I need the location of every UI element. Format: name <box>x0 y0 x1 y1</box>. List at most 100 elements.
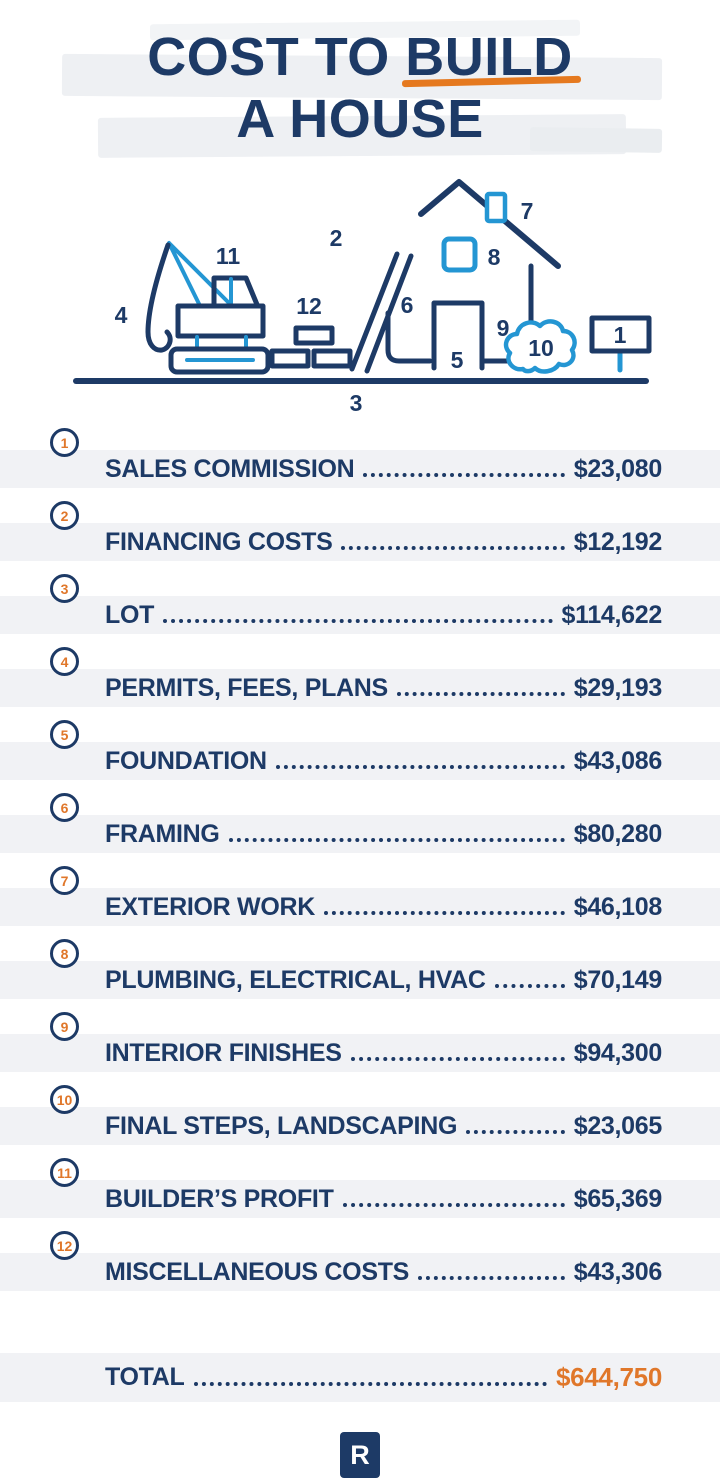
row-number-badge: 6 <box>50 793 79 822</box>
cost-row-interior-finishes: 9 INTERIOR FINISHES $94,300 <box>0 1012 720 1072</box>
illustration-number-7: 7 <box>521 198 534 224</box>
cost-row-financing-costs: 2 FINANCING COSTS $12,192 <box>0 501 720 561</box>
house-icon <box>385 179 561 371</box>
sign-icon <box>589 315 652 373</box>
dot-leader <box>396 692 565 696</box>
row-number-badge: 2 <box>50 501 79 530</box>
row-number-badge: 8 <box>50 939 79 968</box>
total-row: TOTAL $644,750 <box>0 1353 720 1402</box>
illustration-number-2: 2 <box>330 225 343 251</box>
illustration-number-12: 12 <box>296 293 322 319</box>
badge-number: 1 <box>60 434 69 451</box>
illustration-number-10: 10 <box>528 335 554 361</box>
window-icon <box>441 236 478 273</box>
title-line2: A HOUSE <box>236 89 484 149</box>
row-value: $43,086 <box>573 746 663 775</box>
cost-row-framing: 6 FRAMING $80,280 <box>0 793 720 853</box>
cost-row-builders-profit: 11 BUILDER’S PROFIT $65,369 <box>0 1158 720 1218</box>
badge-number: 3 <box>60 580 69 597</box>
illustration-number-9: 9 <box>497 315 510 341</box>
row-label: INTERIOR FINISHES <box>105 1038 342 1067</box>
row-value: $46,108 <box>573 892 663 921</box>
badge-number: 6 <box>60 799 69 816</box>
cost-row-final-steps-landscaping: 10 FINAL STEPS, LANDSCAPING $23,065 <box>0 1085 720 1145</box>
dot-leader <box>363 473 565 477</box>
row-value: $23,080 <box>573 454 663 483</box>
ramsey-logo: R <box>340 1432 380 1478</box>
row-value: $12,192 <box>573 527 663 556</box>
row-label: BUILDER’S PROFIT <box>105 1184 334 1213</box>
dot-leader <box>193 1381 547 1386</box>
row-label: MISCELLANEOUS COSTS <box>105 1257 410 1286</box>
row-number-badge: 10 <box>50 1085 79 1114</box>
construction-site-illustration: 1 2 3 4 5 6 7 8 9 10 11 12 <box>73 179 652 416</box>
row-number-badge: 1 <box>50 428 79 457</box>
row-value: $80,280 <box>573 819 663 848</box>
dot-leader <box>418 1276 565 1280</box>
badge-number: 2 <box>60 507 69 524</box>
dot-leader <box>163 619 553 623</box>
row-number-badge: 4 <box>50 647 79 676</box>
total-label: TOTAL <box>105 1363 185 1391</box>
badge-number: 5 <box>60 726 69 743</box>
row-label: EXTERIOR WORK <box>105 892 315 921</box>
row-value: $70,149 <box>573 965 663 994</box>
bricks-icon <box>269 325 353 369</box>
illustration-number-6: 6 <box>401 292 414 318</box>
row-value: $43,306 <box>573 1257 663 1286</box>
row-label: LOT <box>105 600 155 629</box>
row-label: FOUNDATION <box>105 746 267 775</box>
title-line1-pre: COST TO <box>147 27 406 87</box>
row-label: PERMITS, FEES, PLANS <box>105 673 388 702</box>
badge-number: 9 <box>60 1018 69 1035</box>
crane-icon <box>145 241 271 375</box>
row-label: SALES COMMISSION <box>105 454 355 483</box>
door-icon <box>431 300 485 371</box>
illustration-number-1: 1 <box>614 322 627 348</box>
cost-row-foundation: 5 FOUNDATION $43,086 <box>0 720 720 780</box>
badge-number: 12 <box>56 1237 73 1254</box>
row-value: $65,369 <box>573 1184 663 1213</box>
footer: R <box>0 1432 720 1478</box>
chimney-icon <box>484 191 508 224</box>
badge-number: 8 <box>60 945 69 962</box>
cost-row-miscellaneous-costs: 12 MISCELLANEOUS COSTS $43,306 <box>0 1231 720 1291</box>
badge-number: 11 <box>57 1164 72 1181</box>
dot-leader <box>275 765 565 769</box>
row-number-badge: 11 <box>50 1158 79 1187</box>
dot-leader <box>494 984 565 988</box>
dot-leader <box>350 1057 565 1061</box>
row-number-badge: 9 <box>50 1012 79 1041</box>
illustration-number-5: 5 <box>451 347 464 373</box>
dot-leader <box>228 838 565 842</box>
dot-leader <box>466 1130 565 1134</box>
title-block: COST TO BUILD A HOUSE <box>0 0 720 170</box>
illustration-number-4: 4 <box>115 302 128 328</box>
cost-row-sales-commission: 1 SALES COMMISSION $23,080 <box>0 428 720 488</box>
row-label: FINAL STEPS, LANDSCAPING <box>105 1111 458 1140</box>
dot-leader <box>324 911 565 915</box>
illustration-number-3: 3 <box>350 390 363 416</box>
row-number-badge: 7 <box>50 866 79 895</box>
row-value: $114,622 <box>561 600 663 629</box>
row-number-badge: 5 <box>50 720 79 749</box>
row-value: $29,193 <box>573 673 663 702</box>
row-label: FRAMING <box>105 819 220 848</box>
badge-number: 10 <box>56 1091 73 1108</box>
bush-icon <box>503 319 577 374</box>
badge-number: 7 <box>60 872 69 889</box>
dot-leader <box>341 546 565 550</box>
cost-list: 1 SALES COMMISSION $23,080 2 FINANCING C… <box>0 428 720 1402</box>
row-number-badge: 12 <box>50 1231 79 1260</box>
illustration-number-8: 8 <box>488 244 501 270</box>
illustration-number-11: 11 <box>216 243 241 269</box>
cost-row-exterior-work: 7 EXTERIOR WORK $46,108 <box>0 866 720 926</box>
dot-leader <box>342 1203 565 1207</box>
row-number-badge: 3 <box>50 574 79 603</box>
row-label: FINANCING COSTS <box>105 527 333 556</box>
row-value: $94,300 <box>573 1038 663 1067</box>
total-value: $644,750 <box>555 1362 662 1392</box>
cost-row-lot: 3 LOT $114,622 <box>0 574 720 634</box>
infographic-page: COST TO BUILD A HOUSE <box>0 0 720 1442</box>
badge-number: 4 <box>60 653 69 670</box>
